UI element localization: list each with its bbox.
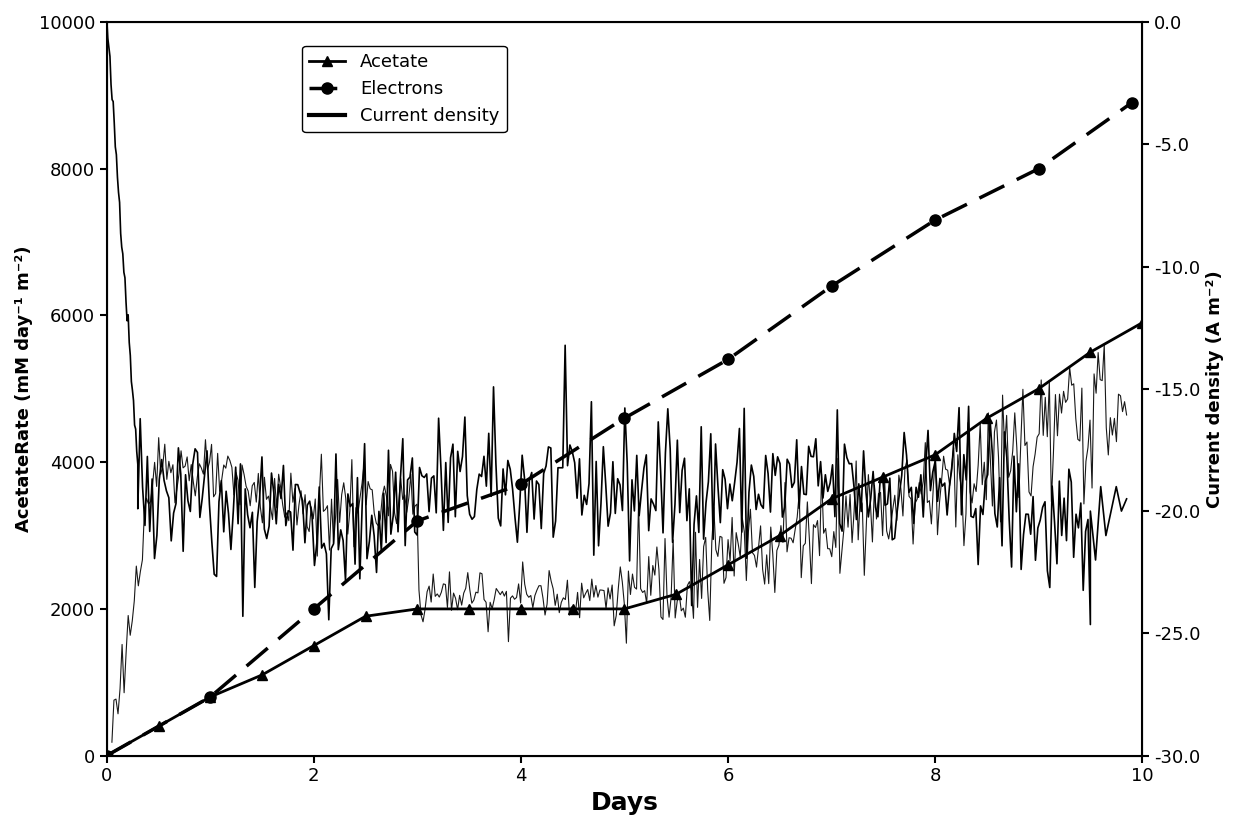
Acetate bbox=[1083, 347, 1098, 357]
Legend: Acetate, Electrons, Current density: Acetate, Electrons, Current density bbox=[302, 46, 507, 132]
Acetate bbox=[721, 560, 736, 570]
Acetate bbox=[876, 472, 891, 482]
Electrons bbox=[306, 604, 321, 614]
Acetate bbox=[151, 721, 166, 731]
X-axis label: Days: Days bbox=[591, 791, 658, 815]
Electrons bbox=[824, 281, 839, 291]
Electrons bbox=[617, 413, 632, 423]
Electrons bbox=[513, 479, 528, 489]
Line: Acetate: Acetate bbox=[102, 318, 1147, 760]
Current density bbox=[161, 493, 176, 503]
Electrons bbox=[410, 516, 425, 526]
Acetate bbox=[306, 641, 321, 651]
Current density bbox=[741, 487, 756, 497]
Acetate bbox=[565, 604, 580, 614]
Y-axis label: AcetateRate (mM day⁻¹ m⁻²): AcetateRate (mM day⁻¹ m⁻²) bbox=[15, 246, 33, 532]
Acetate bbox=[772, 530, 787, 540]
Acetate bbox=[410, 604, 425, 614]
Acetate bbox=[1031, 383, 1046, 393]
Acetate bbox=[203, 692, 218, 702]
Acetate bbox=[254, 670, 269, 680]
Acetate bbox=[824, 494, 839, 504]
Acetate bbox=[99, 750, 114, 760]
Current density bbox=[315, 543, 330, 553]
Current density bbox=[966, 512, 981, 522]
Electrons bbox=[99, 750, 114, 760]
Acetate bbox=[617, 604, 632, 614]
Electrons bbox=[1031, 164, 1046, 173]
Acetate bbox=[928, 450, 943, 460]
Current density bbox=[1119, 494, 1134, 504]
Current density bbox=[99, 13, 114, 23]
Line: Current density: Current density bbox=[107, 18, 1126, 624]
Line: Electrons: Electrons bbox=[102, 97, 1137, 761]
Acetate bbox=[462, 604, 477, 614]
Current density bbox=[676, 453, 691, 463]
Electrons bbox=[203, 692, 218, 702]
Acetate bbox=[358, 611, 373, 621]
Electrons bbox=[1124, 98, 1139, 108]
Acetate bbox=[513, 604, 528, 614]
Current density bbox=[1083, 619, 1098, 629]
Acetate bbox=[669, 589, 684, 599]
Current density bbox=[763, 507, 778, 517]
Acetate bbox=[979, 413, 994, 423]
Acetate bbox=[1135, 318, 1150, 328]
Y-axis label: Current density (A m⁻²): Current density (A m⁻²) bbox=[1206, 270, 1224, 508]
Electrons bbox=[721, 354, 736, 364]
Electrons bbox=[928, 215, 943, 225]
